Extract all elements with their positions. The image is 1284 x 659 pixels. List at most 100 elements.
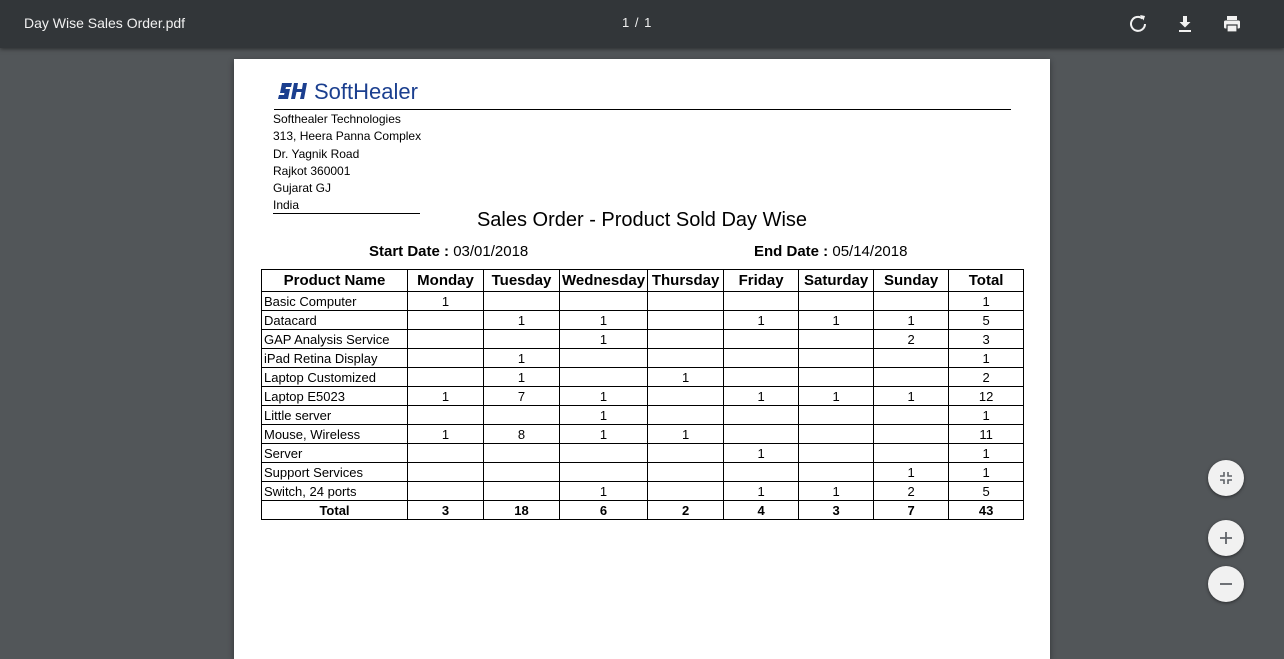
table-row: Server 1 1 — [261, 443, 1025, 463]
quantity-cell — [798, 291, 875, 311]
quantity-cell — [407, 329, 484, 349]
start-date-value: 03/01/2018 — [453, 243, 529, 260]
quantity-cell — [798, 329, 875, 349]
quantity-cell: 1 — [723, 443, 800, 463]
end-date-value: 05/14/2018 — [832, 243, 908, 260]
quantity-cell — [407, 443, 484, 463]
quantity-cell — [723, 462, 800, 482]
pdf-toolbar: Day Wise Sales Order.pdf 1 / 1 — [0, 0, 1284, 48]
total-cell: 18 — [483, 500, 560, 520]
column-header: Monday — [407, 269, 484, 292]
quantity-cell — [798, 405, 875, 425]
end-date-label: End Date : — [754, 243, 829, 260]
table-row: Mouse, Wireless 1 8 1 1 11 — [261, 424, 1025, 444]
quantity-cell: 1 — [483, 367, 560, 387]
product-name-cell: iPad Retina Display — [261, 348, 408, 368]
total-cell: 43 — [948, 500, 1025, 520]
quantity-cell — [723, 405, 800, 425]
quantity-cell — [558, 348, 649, 368]
column-header: Sunday — [873, 269, 950, 292]
print-button[interactable] — [1220, 12, 1244, 36]
quantity-cell — [647, 386, 725, 406]
product-name-cell: Mouse, Wireless — [261, 424, 408, 444]
quantity-cell — [647, 405, 725, 425]
quantity-cell: 1 — [948, 443, 1025, 463]
company-address: Softhealer Technologies 313, Heera Panna… — [273, 111, 421, 215]
quantity-cell — [483, 443, 560, 463]
address-line: 313, Heera Panna Complex — [273, 129, 422, 144]
table-body: Basic Computer 1 1 Datacard 1 1 1 1 1 5 GAP Analys… — [261, 291, 1025, 520]
quantity-cell — [558, 291, 649, 311]
product-name-cell: Server — [261, 443, 408, 463]
zoom-in-button[interactable] — [1208, 520, 1244, 556]
print-icon — [1224, 16, 1240, 33]
quantity-cell: 1 — [798, 386, 875, 406]
rotate-button[interactable] — [1126, 12, 1150, 36]
product-name-cell: Laptop E5023 — [261, 386, 408, 406]
quantity-cell — [647, 329, 725, 349]
quantity-cell: 1 — [483, 348, 560, 368]
quantity-cell — [407, 310, 484, 330]
total-cell: 4 — [723, 500, 800, 520]
quantity-cell — [798, 367, 875, 387]
quantity-cell — [407, 367, 484, 387]
column-header: Product Name — [261, 269, 408, 292]
quantity-cell — [798, 462, 875, 482]
total-label-cell: Total — [261, 500, 408, 520]
quantity-cell — [483, 329, 560, 349]
table-row: Basic Computer 1 1 — [261, 291, 1025, 311]
fit-page-button[interactable] — [1208, 460, 1244, 496]
quantity-cell: 2 — [873, 329, 950, 349]
quantity-cell: 1 — [558, 310, 649, 330]
quantity-cell: 7 — [483, 386, 560, 406]
address-line: Rajkot 360001 — [273, 163, 351, 178]
quantity-cell: 1 — [723, 386, 800, 406]
end-date: End Date : 05/14/2018 — [754, 243, 907, 260]
product-name-cell: Little server — [261, 405, 408, 425]
zoom-out-button[interactable] — [1208, 566, 1244, 602]
quantity-cell: 1 — [558, 424, 649, 444]
quantity-cell: 1 — [798, 481, 875, 501]
quantity-cell — [873, 367, 950, 387]
quantity-cell — [723, 291, 800, 311]
quantity-cell: 2 — [948, 367, 1025, 387]
fit-page-icon — [1220, 472, 1232, 484]
table-header-row: Product Name Monday Tuesday Wednesday Thursd… — [261, 269, 1025, 292]
product-name-cell: Support Services — [261, 462, 408, 482]
column-header: Friday — [723, 269, 800, 292]
quantity-cell — [647, 481, 725, 501]
document-title: Day Wise Sales Order.pdf — [24, 15, 186, 31]
quantity-cell: 1 — [558, 405, 649, 425]
quantity-cell: 1 — [647, 367, 725, 387]
quantity-cell: 8 — [483, 424, 560, 444]
quantity-cell — [407, 405, 484, 425]
quantity-cell — [483, 481, 560, 501]
address-line: Gujarat GJ — [273, 181, 332, 196]
column-header: Tuesday — [483, 269, 560, 292]
quantity-cell: 1 — [407, 424, 484, 444]
quantity-cell: 1 — [873, 310, 950, 330]
quantity-cell: 1 — [558, 481, 649, 501]
table-row: iPad Retina Display 1 1 — [261, 348, 1025, 368]
column-header: Saturday — [798, 269, 875, 292]
table-total-row: Total 3 18 6 2 4 3 7 43 — [261, 500, 1025, 520]
download-button[interactable] — [1173, 12, 1197, 36]
quantity-cell: 1 — [723, 481, 800, 501]
quantity-cell: 1 — [558, 386, 649, 406]
quantity-cell: 5 — [948, 481, 1025, 501]
quantity-cell: 1 — [723, 310, 800, 330]
quantity-cell: 1 — [483, 310, 560, 330]
quantity-cell: 1 — [948, 405, 1025, 425]
quantity-cell — [798, 424, 875, 444]
column-header: Wednesday — [558, 269, 649, 292]
download-icon — [1179, 16, 1191, 32]
quantity-cell — [873, 405, 950, 425]
quantity-cell: 1 — [873, 462, 950, 482]
quantity-cell — [647, 348, 725, 368]
quantity-cell — [873, 424, 950, 444]
address-line: Softhealer Technologies — [273, 112, 401, 126]
quantity-cell: 1 — [558, 329, 649, 349]
product-name-cell: Datacard — [261, 310, 408, 330]
quantity-cell: 1 — [407, 291, 484, 311]
quantity-cell — [723, 367, 800, 387]
